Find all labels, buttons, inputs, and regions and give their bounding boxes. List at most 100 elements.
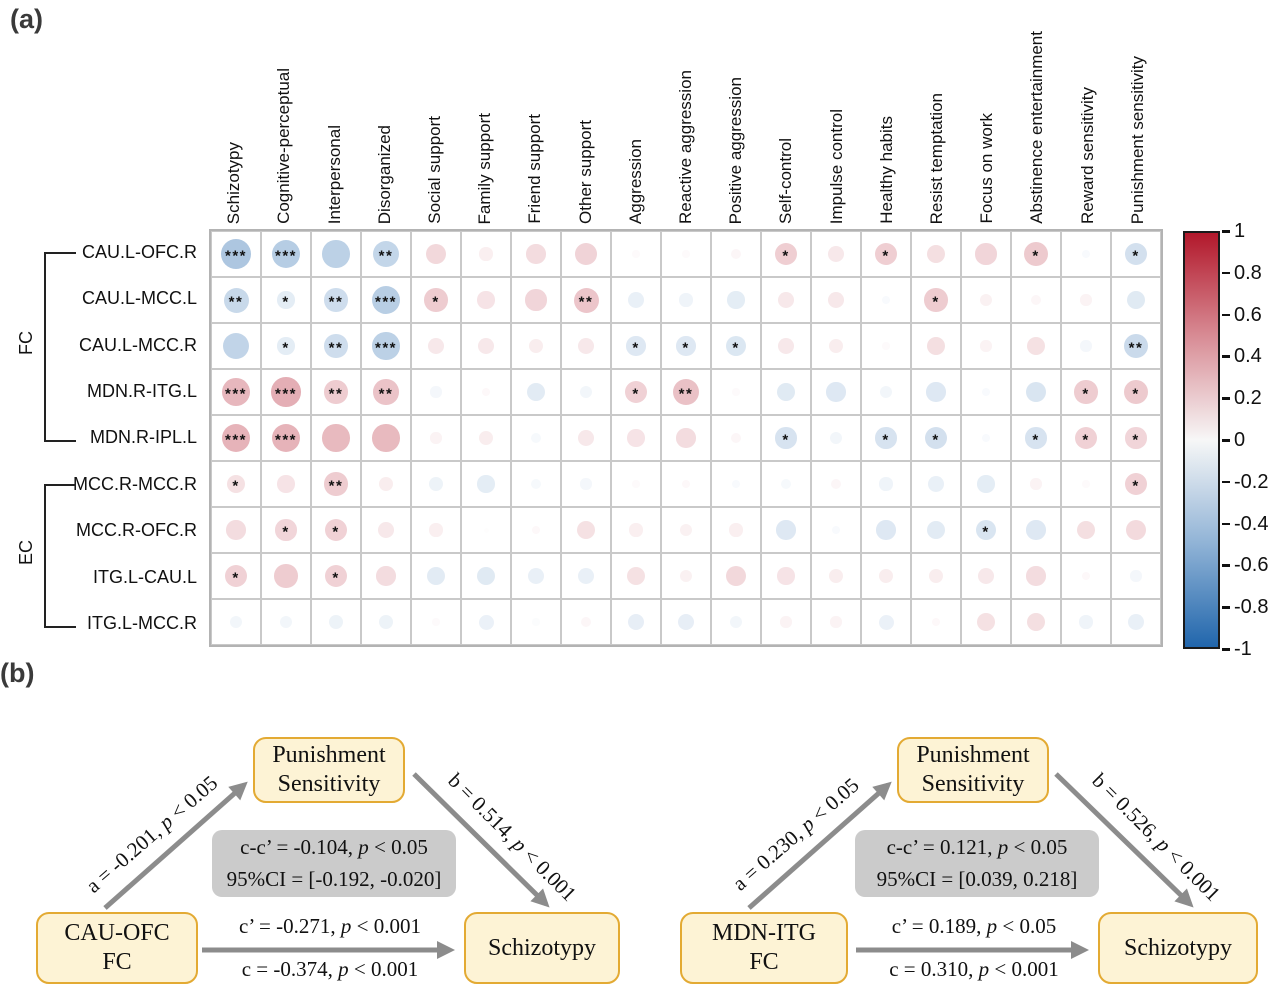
correlation-bubble — [279, 615, 293, 629]
matrix-cell: *** — [261, 369, 311, 415]
colorbar-tick-label: -0.4 — [1234, 512, 1269, 535]
matrix-cell — [1111, 599, 1161, 645]
matrix-cell: ** — [311, 369, 361, 415]
matrix-cell — [461, 277, 511, 323]
matrix-cell: * — [861, 231, 911, 277]
matrix-cell: * — [261, 323, 311, 369]
correlation-bubble — [378, 476, 394, 492]
matrix-cell: * — [961, 507, 1011, 553]
matrix-cell — [461, 599, 511, 645]
significance-stars: ** — [378, 247, 394, 265]
correlation-bubble — [322, 240, 350, 268]
correlation-bubble — [1081, 571, 1091, 581]
significance-stars: ** — [678, 385, 694, 403]
matrix-cell — [561, 599, 611, 645]
column-header: Family support — [475, 112, 495, 224]
correlation-bubble — [627, 429, 645, 447]
matrix-cell — [461, 553, 511, 599]
matrix-cell — [961, 231, 1011, 277]
matrix-cell — [261, 599, 311, 645]
matrix-cell: ** — [311, 277, 361, 323]
correlation-bubble — [679, 293, 693, 307]
correlation-bubble — [828, 568, 844, 584]
correlation-bubble — [277, 291, 295, 309]
significance-stars: * — [282, 339, 290, 357]
correlation-bubble — [372, 424, 400, 452]
correlation-bubble — [778, 292, 794, 308]
matrix-cell — [561, 553, 611, 599]
matrix-cell: * — [1111, 461, 1161, 507]
correlation-bubble — [1124, 380, 1148, 404]
matrix-cell — [1061, 231, 1111, 277]
correlation-bubble — [324, 380, 348, 404]
correlation-bubble — [478, 430, 494, 446]
correlation-bubble — [975, 243, 997, 265]
matrix-cell — [1111, 553, 1161, 599]
matrix-cell — [211, 507, 261, 553]
significance-stars: ** — [378, 385, 394, 403]
column-header: Punishment sensitivity — [1127, 55, 1147, 224]
correlation-bubble — [277, 337, 295, 355]
significance-stars: ** — [578, 293, 594, 311]
matrix-cell — [711, 277, 761, 323]
matrix-cell — [511, 553, 561, 599]
correlation-bubble — [731, 433, 741, 443]
column-header: Interpersonal — [324, 124, 344, 224]
matrix-cell — [911, 369, 961, 415]
column-header: Friend support — [525, 114, 545, 224]
correlation-bubble — [526, 382, 545, 401]
matrix-cell — [1061, 507, 1111, 553]
correlation-bubble — [1130, 570, 1142, 582]
matrix-cell — [911, 323, 961, 369]
matrix-cell — [761, 553, 811, 599]
column-header: Focus on work — [977, 113, 997, 224]
correlation-bubble — [881, 295, 891, 305]
matrix-cell — [861, 277, 911, 323]
matrix-cell — [361, 507, 411, 553]
correlation-bubble — [977, 475, 995, 493]
row-group-label: EC — [16, 540, 36, 566]
correlation-bubble — [483, 527, 489, 533]
column-header: Social support — [424, 116, 444, 224]
matrix-cell — [611, 415, 661, 461]
correlation-bubble — [425, 243, 447, 265]
matrix-cell: * — [911, 277, 961, 323]
matrix-cell: *** — [261, 415, 311, 461]
confidence-interval-right: 95%CI = [0.039, 0.218] — [876, 866, 1078, 891]
significance-stars: * — [1032, 247, 1040, 265]
correlation-bubble — [626, 336, 646, 356]
matrix-cell — [661, 553, 711, 599]
correlation-bubble — [1080, 340, 1092, 352]
correlation-bubble — [429, 523, 443, 537]
matrix-cell: ** — [561, 277, 611, 323]
outcome-box-right: Schizotypy — [1098, 912, 1258, 984]
colorbar-tick-label: 0.4 — [1234, 345, 1262, 368]
column-header: Aggression — [625, 138, 645, 224]
matrix-cell — [711, 461, 761, 507]
matrix-cell — [511, 369, 561, 415]
matrix-cell: ** — [311, 323, 361, 369]
colorbar-tick — [1222, 397, 1230, 400]
matrix-cell: *** — [211, 231, 261, 277]
matrix-cell — [211, 599, 261, 645]
correlation-bubble — [226, 520, 246, 540]
correlation-bubble — [324, 334, 348, 358]
matrix-cell — [811, 507, 861, 553]
correlation-bubble — [681, 479, 691, 489]
significance-stars: * — [1132, 431, 1140, 449]
colorbar-tick-label: 0.6 — [1234, 303, 1262, 326]
matrix-cell — [761, 323, 811, 369]
correlation-bubble — [581, 617, 591, 627]
matrix-cell — [211, 323, 261, 369]
correlation-bubble — [676, 336, 696, 356]
matrix-cell — [561, 231, 611, 277]
matrix-cell — [1011, 507, 1061, 553]
significance-stars: * — [282, 523, 290, 541]
matrix-row-labels: CAU.L-OFC.R CAU.L-MCC.L CAU.L-MCC.R MDN.R-I… — [0, 229, 205, 647]
significance-stars: * — [1032, 431, 1040, 449]
correlation-bubble — [424, 288, 448, 312]
correlation-bubble — [676, 428, 696, 448]
mediator-box-left: Punishment Sensitivity — [253, 737, 405, 803]
colorbar-tick-label: 1 — [1234, 220, 1246, 242]
correlation-bubble — [876, 520, 896, 540]
